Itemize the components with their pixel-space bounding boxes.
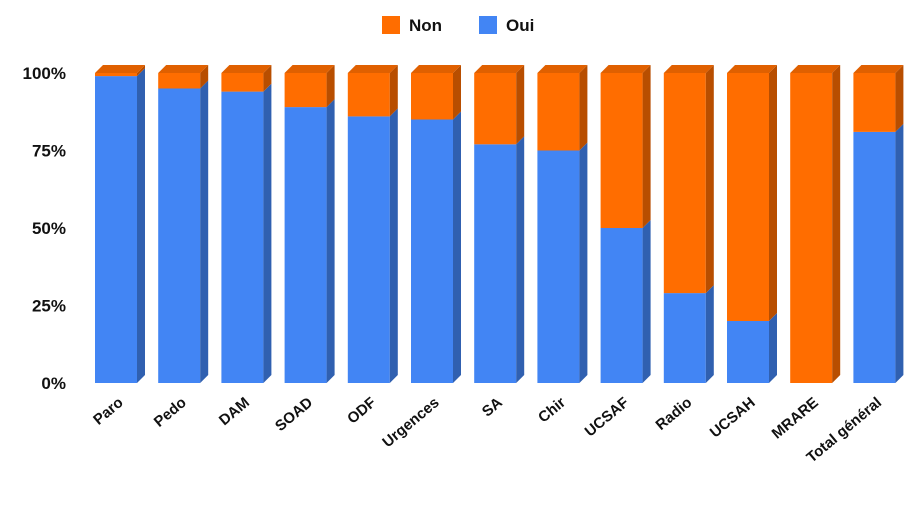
bar-group-pedo <box>158 65 209 383</box>
bar-oui-side <box>326 99 335 383</box>
bar-oui <box>221 91 264 383</box>
bar-top-face <box>411 65 461 73</box>
x-tick-label: Paro <box>90 394 126 428</box>
bar-non-side <box>579 65 588 151</box>
bar-oui <box>537 150 580 383</box>
bar-non-side <box>895 65 904 132</box>
y-tick-label: 75% <box>32 142 66 161</box>
bar-group-sa <box>474 65 525 383</box>
x-tick-label: DAM <box>216 394 253 429</box>
bar-group-odf <box>347 65 398 384</box>
bar-oui <box>474 144 517 383</box>
bar-non-side <box>832 65 841 383</box>
bar-non <box>158 73 201 89</box>
y-tick-label: 0% <box>41 374 66 393</box>
x-tick-label: Chir <box>535 394 569 426</box>
bar-non <box>284 73 327 108</box>
bar-non-side <box>453 65 461 120</box>
bar-non-side <box>137 65 145 77</box>
legend-label-non: Non <box>409 16 442 35</box>
bar-top-face <box>347 65 398 73</box>
bar-top-face <box>95 65 145 73</box>
bar-non-side <box>389 65 398 117</box>
bar-non <box>727 73 769 321</box>
x-tick-label: Radio <box>653 394 696 434</box>
bar-oui-side <box>895 123 904 384</box>
bar-oui-side <box>453 111 461 383</box>
bar-oui-side <box>263 83 272 383</box>
y-tick-label: 100% <box>23 64 66 83</box>
bar-oui-side <box>579 142 588 383</box>
bar-oui <box>600 228 643 383</box>
bar-oui-side <box>705 285 714 383</box>
legend-swatch-non <box>382 16 400 34</box>
bar-group-total-g-n-ral <box>853 65 904 384</box>
y-tick-label: 50% <box>32 219 66 238</box>
bar-group-ucsah <box>727 65 777 383</box>
bar-oui <box>853 131 896 383</box>
bar-non <box>537 73 580 151</box>
bar-oui <box>158 88 201 383</box>
bar-group-radio <box>663 65 714 383</box>
x-tick-label: Pedo <box>151 394 190 431</box>
bar-top-face <box>600 65 651 73</box>
bar-non <box>474 73 517 145</box>
bar-non-side <box>642 65 651 228</box>
bar-top-face <box>663 65 714 73</box>
bar-group-paro <box>95 65 145 383</box>
bar-non <box>221 73 264 92</box>
bar-group-chir <box>537 65 588 383</box>
y-tick-label: 25% <box>32 297 66 316</box>
bar-non-side <box>769 65 777 321</box>
bar-top-face <box>537 65 588 73</box>
bar-oui <box>95 76 137 383</box>
bar-non <box>347 73 390 117</box>
bar-non-side <box>200 65 209 89</box>
bar-non <box>95 73 137 77</box>
bar-top-face <box>474 65 525 73</box>
x-tick-label: UCSAH <box>707 394 759 441</box>
bar-oui <box>663 293 706 383</box>
x-tick-label: UCSAF <box>582 394 633 440</box>
bar-oui <box>411 119 453 383</box>
bar-oui <box>347 116 390 384</box>
bar-top-face <box>853 65 904 73</box>
bar-oui-side <box>769 313 777 383</box>
x-tick-label: SA <box>479 394 506 421</box>
bar-top-face <box>727 65 777 73</box>
bar-oui-side <box>516 136 525 383</box>
bar-non <box>663 73 706 294</box>
bar-non <box>853 73 896 132</box>
x-tick-label: ODF <box>344 394 379 427</box>
bar-oui-side <box>642 220 651 383</box>
bar-group-urgences <box>411 65 461 383</box>
bar-oui <box>284 107 327 383</box>
bar-oui <box>727 321 769 383</box>
bar-top-face <box>790 65 841 73</box>
bar-non <box>790 73 833 383</box>
bar-oui-side <box>200 80 209 383</box>
x-tick-label: MRARE <box>769 394 822 442</box>
bar-top-face <box>221 65 272 73</box>
bar-top-face <box>158 65 209 73</box>
bar-non-side <box>326 65 335 108</box>
bar-oui-side <box>389 108 398 384</box>
x-tick-label: SOAD <box>272 394 316 435</box>
bar-top-face <box>284 65 335 73</box>
x-tick-label: Urgences <box>379 394 442 451</box>
bar-non <box>600 73 643 228</box>
bar-non-side <box>516 65 525 145</box>
bar-non-side <box>263 65 272 92</box>
bar-non-side <box>705 65 714 294</box>
bar-oui-side <box>137 68 145 383</box>
legend-swatch-oui <box>479 16 497 34</box>
bar-group-soad <box>284 65 335 383</box>
bar-group-ucsaf <box>600 65 651 383</box>
bar-group-mrare <box>790 65 841 383</box>
legend-label-oui: Oui <box>506 16 534 35</box>
bar-group-dam <box>221 65 272 383</box>
bar-non <box>411 73 453 120</box>
